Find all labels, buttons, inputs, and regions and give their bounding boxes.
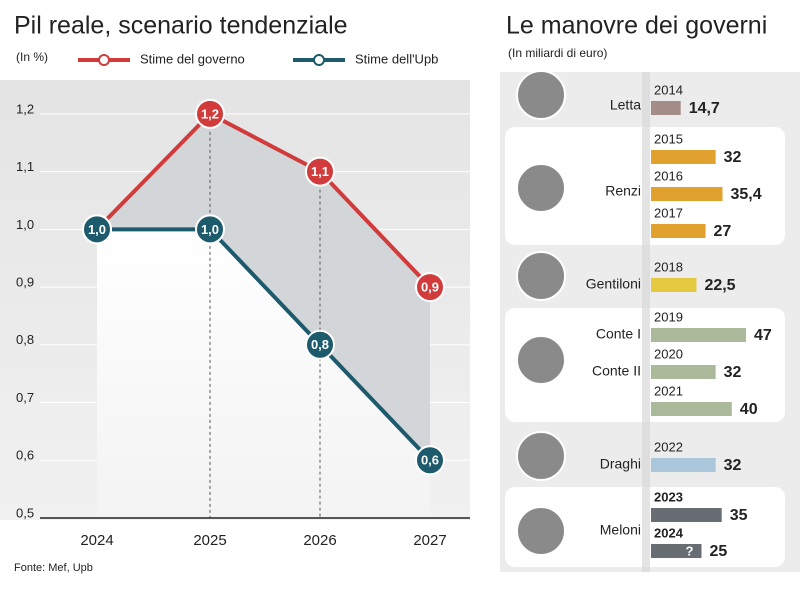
below-area bbox=[97, 229, 430, 519]
value-label: 22,5 bbox=[704, 277, 735, 294]
year-label: 2014 bbox=[654, 82, 683, 97]
value-label: 0,9 bbox=[421, 280, 439, 295]
year-label: 2020 bbox=[654, 346, 683, 361]
y-tick-label: 0,6 bbox=[16, 448, 34, 463]
bar bbox=[651, 187, 723, 201]
value-label: 32 bbox=[724, 149, 742, 166]
value-label: 1,2 bbox=[201, 106, 219, 121]
y-tick-label: 0,5 bbox=[16, 505, 34, 520]
value-label: 1,1 bbox=[311, 164, 329, 179]
y-tick-label: 0,8 bbox=[16, 332, 34, 347]
point bbox=[82, 214, 112, 245]
legend-label: Stime del governo bbox=[140, 51, 245, 66]
group-name: Conte II bbox=[592, 363, 641, 379]
bar bbox=[651, 224, 706, 238]
photo bbox=[516, 431, 566, 481]
divider bbox=[642, 72, 650, 572]
year-label: 2016 bbox=[654, 168, 683, 183]
group-name: Gentiloni bbox=[586, 276, 641, 292]
y-tick-label: 0,7 bbox=[16, 390, 34, 405]
point bbox=[195, 214, 225, 245]
year-label: 2015 bbox=[654, 131, 683, 146]
group-name: Conte I bbox=[596, 326, 641, 342]
value-label: 35,4 bbox=[731, 186, 762, 203]
value-label: 35 bbox=[730, 507, 748, 524]
bar bbox=[651, 101, 681, 115]
bar bbox=[651, 402, 732, 416]
bar bbox=[651, 365, 716, 379]
year-label: 2023 bbox=[654, 489, 683, 504]
bar-note: ? bbox=[686, 543, 694, 558]
year-label: 2017 bbox=[654, 205, 683, 220]
point bbox=[305, 329, 335, 360]
bar bbox=[651, 544, 702, 558]
year-label: 2019 bbox=[654, 309, 683, 324]
chart-title: Pil reale, scenario tendenziale bbox=[14, 12, 348, 40]
bar bbox=[651, 150, 716, 164]
photo bbox=[516, 506, 566, 556]
value-label: 32 bbox=[724, 457, 742, 474]
y-tick-label: 1,0 bbox=[16, 217, 34, 232]
value-label: 1,0 bbox=[201, 222, 219, 237]
value-label: 40 bbox=[740, 401, 758, 418]
bar bbox=[651, 278, 697, 292]
line bbox=[95, 111, 432, 289]
line bbox=[97, 227, 432, 462]
value-label: 25 bbox=[710, 543, 728, 560]
x-tick-label: 2024 bbox=[80, 532, 113, 549]
point bbox=[195, 98, 225, 129]
photo bbox=[516, 335, 566, 385]
y-tick-label: 0,9 bbox=[16, 275, 34, 290]
year-label: 2024 bbox=[654, 525, 684, 540]
x-tick-label: 2027 bbox=[413, 532, 446, 549]
y-tick-label: 1,2 bbox=[16, 101, 34, 116]
x-tick-label: 2025 bbox=[193, 532, 226, 549]
chart-subtitle: (In %) bbox=[16, 50, 48, 64]
value-label: 0,8 bbox=[311, 337, 329, 352]
photo bbox=[516, 251, 566, 301]
year-label: 2018 bbox=[654, 259, 683, 274]
legend-marker bbox=[313, 54, 325, 66]
value-label: 32 bbox=[724, 364, 742, 381]
value-label: 47 bbox=[754, 327, 772, 344]
point bbox=[415, 445, 445, 476]
year-label: 2022 bbox=[654, 439, 683, 454]
legend-label: Stime dell'Upb bbox=[355, 51, 438, 66]
point bbox=[415, 272, 445, 303]
value-label: 1,0 bbox=[88, 222, 106, 237]
group-name: Meloni bbox=[600, 522, 641, 538]
legend-marker bbox=[98, 54, 110, 66]
photo bbox=[516, 163, 566, 213]
year-label: 2021 bbox=[654, 383, 683, 398]
chart-title: Le manovre dei governi bbox=[506, 12, 767, 40]
bar bbox=[651, 508, 722, 522]
group-name: Renzi bbox=[605, 183, 641, 199]
value-label: 27 bbox=[714, 223, 732, 240]
chart-subtitle: (In miliardi di euro) bbox=[508, 46, 607, 60]
point bbox=[305, 156, 335, 187]
bar bbox=[651, 328, 746, 342]
source: Fonte: Mef, Upb bbox=[14, 562, 93, 574]
group-name: Draghi bbox=[600, 456, 641, 472]
y-tick-label: 1,1 bbox=[16, 159, 34, 174]
x-tick-label: 2026 bbox=[303, 532, 336, 549]
value-label: 14,7 bbox=[689, 100, 720, 117]
bar bbox=[651, 458, 716, 472]
value-label: 0,6 bbox=[421, 453, 439, 468]
group-name: Letta bbox=[610, 97, 641, 113]
photo bbox=[516, 70, 566, 120]
